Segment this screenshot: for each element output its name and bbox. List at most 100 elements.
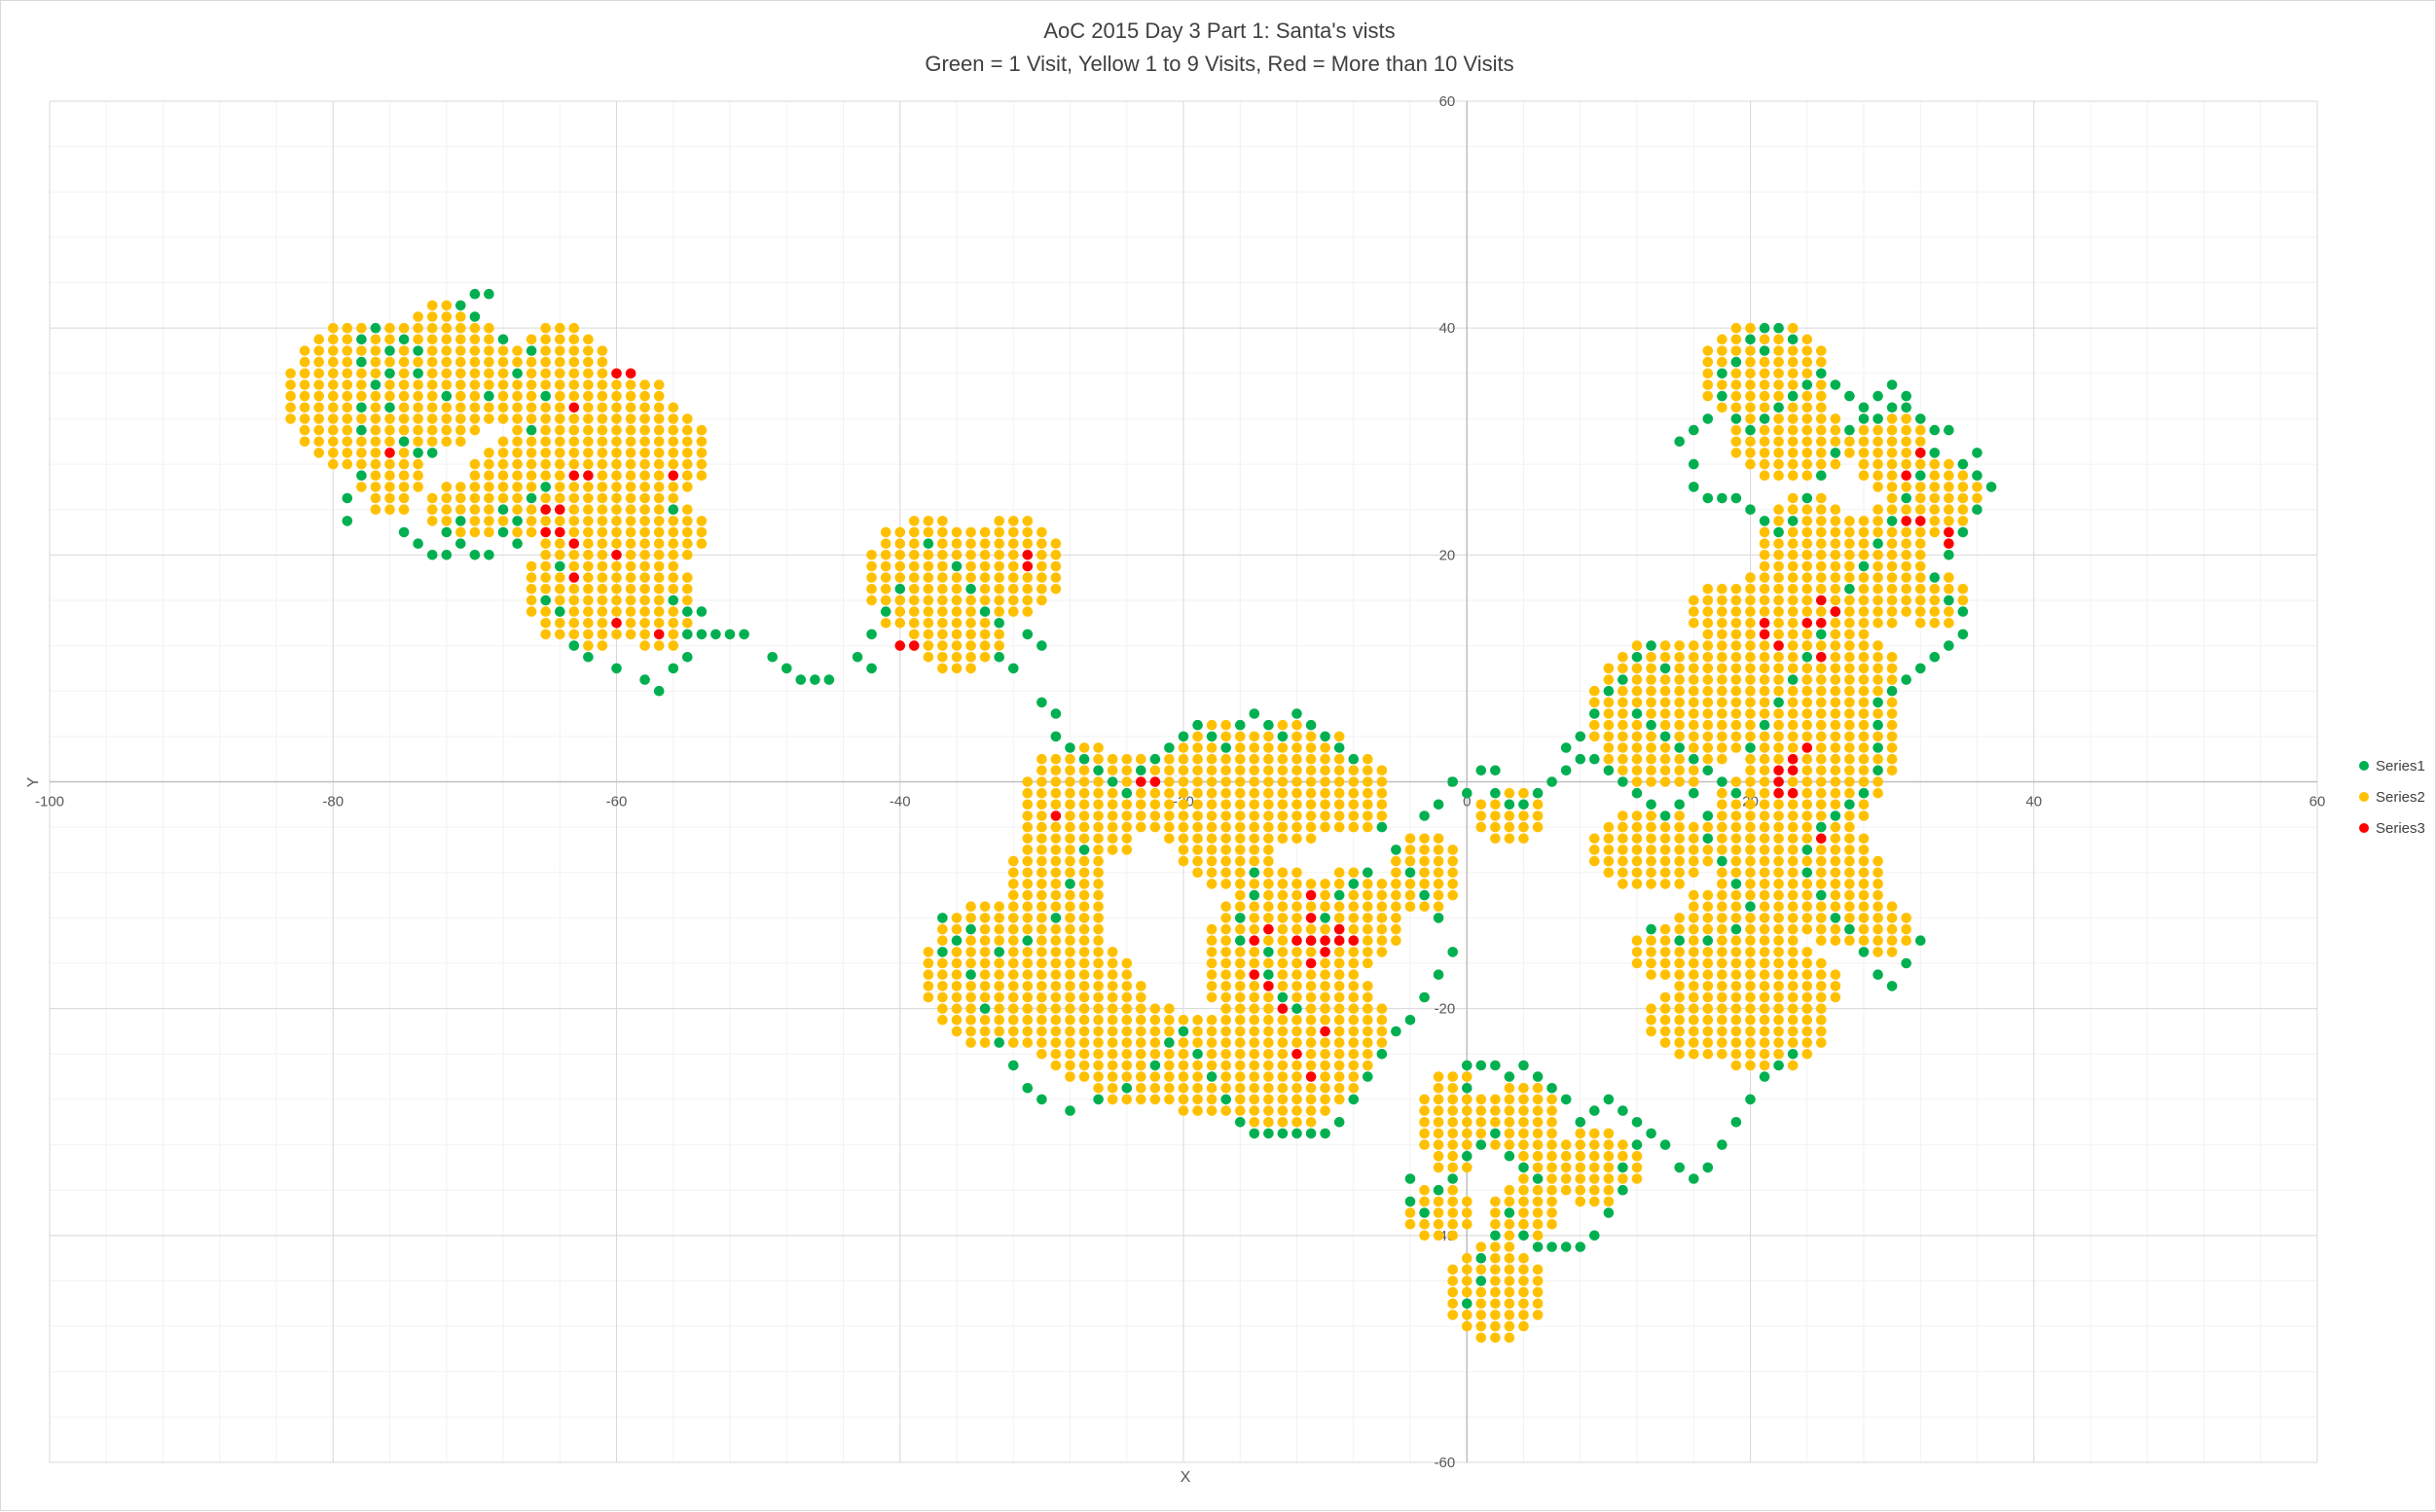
series1-point: [1972, 448, 1982, 458]
series1-point: [710, 629, 721, 640]
series2-point: [1490, 1310, 1501, 1320]
series2-point: [1065, 855, 1075, 867]
series2-point: [398, 345, 410, 356]
series2-point: [1249, 1049, 1260, 1060]
series2-point: [1801, 923, 1813, 935]
series2-point: [965, 618, 976, 629]
series2-point: [299, 436, 310, 448]
series2-point: [1618, 753, 1628, 765]
series2-point: [1050, 776, 1062, 787]
series2-point: [1858, 436, 1870, 448]
series2-point: [1263, 787, 1274, 799]
series2-point: [1844, 935, 1855, 946]
series2-point: [1008, 981, 1019, 991]
series1-point: [526, 424, 537, 436]
series2-point: [1333, 799, 1345, 810]
series2-point: [1036, 799, 1047, 810]
series1-point: [1532, 1071, 1544, 1082]
series2-point: [342, 458, 353, 470]
series2-point: [1801, 981, 1813, 991]
series2-point: [1646, 957, 1656, 969]
series2-point: [1546, 1128, 1557, 1139]
series2-point: [1646, 674, 1656, 685]
series2-point: [1575, 1128, 1586, 1139]
series2-point: [1320, 1049, 1330, 1060]
series2-point: [994, 538, 1004, 549]
series2-point: [469, 379, 481, 390]
series2-point: [965, 1026, 976, 1037]
series2-point: [1702, 1037, 1714, 1048]
series2-point: [923, 981, 934, 991]
series2-point: [1603, 708, 1615, 719]
series1-point: [1291, 1003, 1302, 1014]
series2-point: [1886, 538, 1898, 549]
series2-point: [313, 379, 325, 390]
series2-point: [1192, 833, 1203, 845]
series2-point: [965, 652, 976, 663]
series2-point: [1801, 776, 1813, 787]
series2-point: [951, 572, 963, 583]
series2-point: [285, 368, 296, 379]
series2-point: [1348, 913, 1360, 923]
series2-point: [1320, 753, 1330, 765]
series2-point: [1816, 560, 1827, 572]
series2-point: [1858, 697, 1870, 708]
series2-point: [299, 424, 310, 436]
series2-point: [682, 482, 693, 492]
series2-point: [441, 334, 453, 345]
series2-point: [1149, 1094, 1161, 1105]
series2-point: [1759, 584, 1770, 594]
series2-point: [1235, 969, 1246, 980]
series1-point: [1872, 765, 1883, 776]
series2-point: [1121, 753, 1133, 765]
series2-point: [1773, 799, 1784, 810]
legend-marker-series1: [2359, 761, 2369, 771]
series2-point: [1631, 810, 1643, 821]
series2-point: [1631, 776, 1643, 787]
series2-point: [1801, 1003, 1813, 1014]
series1-point: [1575, 1242, 1586, 1252]
series2-point: [1178, 845, 1189, 855]
series2-point: [1816, 719, 1827, 731]
series2-point: [1149, 1037, 1161, 1048]
series2-point: [1107, 845, 1118, 855]
series2-point: [1915, 436, 1926, 448]
series2-point: [1816, 1037, 1827, 1048]
series3-point: [1944, 538, 1954, 549]
series2-point: [1816, 1003, 1827, 1014]
series2-point: [1844, 560, 1855, 572]
series2-point: [398, 356, 410, 368]
series2-point: [1206, 753, 1218, 765]
series2-point: [1745, 708, 1756, 719]
series2-point: [1717, 1015, 1727, 1026]
series2-point: [342, 368, 353, 379]
series2-point: [1206, 1083, 1218, 1094]
series2-point: [625, 594, 636, 606]
series2-point: [1008, 572, 1019, 583]
series2-point: [1433, 1094, 1444, 1105]
series2-point: [1745, 889, 1756, 901]
series2-point: [1773, 708, 1784, 719]
series2-point: [1277, 981, 1289, 991]
series2-point: [1844, 821, 1855, 833]
series2-point: [1801, 799, 1813, 810]
series2-point: [1532, 1230, 1544, 1242]
series2-point: [512, 458, 523, 470]
series2-point: [979, 652, 991, 663]
series3-point: [1249, 969, 1260, 980]
series2-point: [1816, 879, 1827, 889]
series3-point: [1149, 776, 1161, 787]
series2-point: [1787, 538, 1799, 549]
series2-point: [1944, 618, 1954, 629]
series3-point: [1773, 640, 1784, 651]
series1-point: [469, 288, 481, 300]
series2-point: [1730, 390, 1742, 402]
series2-point: [1759, 889, 1770, 901]
series2-point: [979, 1015, 991, 1026]
series2-point: [1717, 334, 1727, 345]
series2-point: [1291, 731, 1302, 742]
series3-point: [1050, 810, 1062, 821]
series2-point: [1844, 787, 1855, 799]
series2-point: [597, 629, 608, 640]
series2-point: [1320, 901, 1330, 912]
